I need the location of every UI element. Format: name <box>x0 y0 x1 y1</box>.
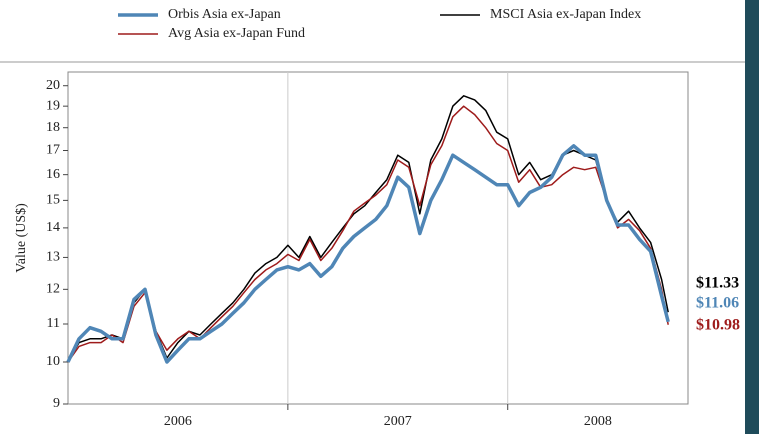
x-tick-label: 2008 <box>584 414 612 429</box>
y-tick-label: 14 <box>46 220 60 235</box>
y-tick-label: 13 <box>46 250 60 265</box>
y-tick-label: 10 <box>46 354 60 369</box>
end-label: $10.98 <box>696 317 740 334</box>
y-tick-label: 19 <box>46 98 60 113</box>
series-line <box>67 105 669 363</box>
plot-frame <box>67 71 689 405</box>
y-tick-label: 17 <box>46 143 60 158</box>
legend-label: Avg Asia ex-Japan Fund <box>168 26 305 41</box>
y-axis-label: Value (US$) <box>14 203 29 273</box>
series-line <box>66 144 670 364</box>
series-line <box>67 95 669 363</box>
y-tick-label: 16 <box>46 167 60 182</box>
side-bar <box>745 0 759 434</box>
y-tick-label: 11 <box>47 316 60 331</box>
y-tick-label: 9 <box>53 396 60 411</box>
legend-label: MSCI Asia ex-Japan Index <box>490 7 641 22</box>
x-tick-label: 2007 <box>384 414 412 429</box>
y-tick-label: 20 <box>46 78 60 93</box>
end-label: $11.06 <box>696 295 739 312</box>
x-tick-label: 2006 <box>164 414 192 429</box>
y-tick-label: 12 <box>46 282 60 297</box>
legend-label: Orbis Asia ex-Japan <box>168 7 281 22</box>
y-tick-label: 15 <box>46 193 60 208</box>
y-tick-label: 18 <box>46 120 60 135</box>
end-label: $11.33 <box>696 275 739 292</box>
